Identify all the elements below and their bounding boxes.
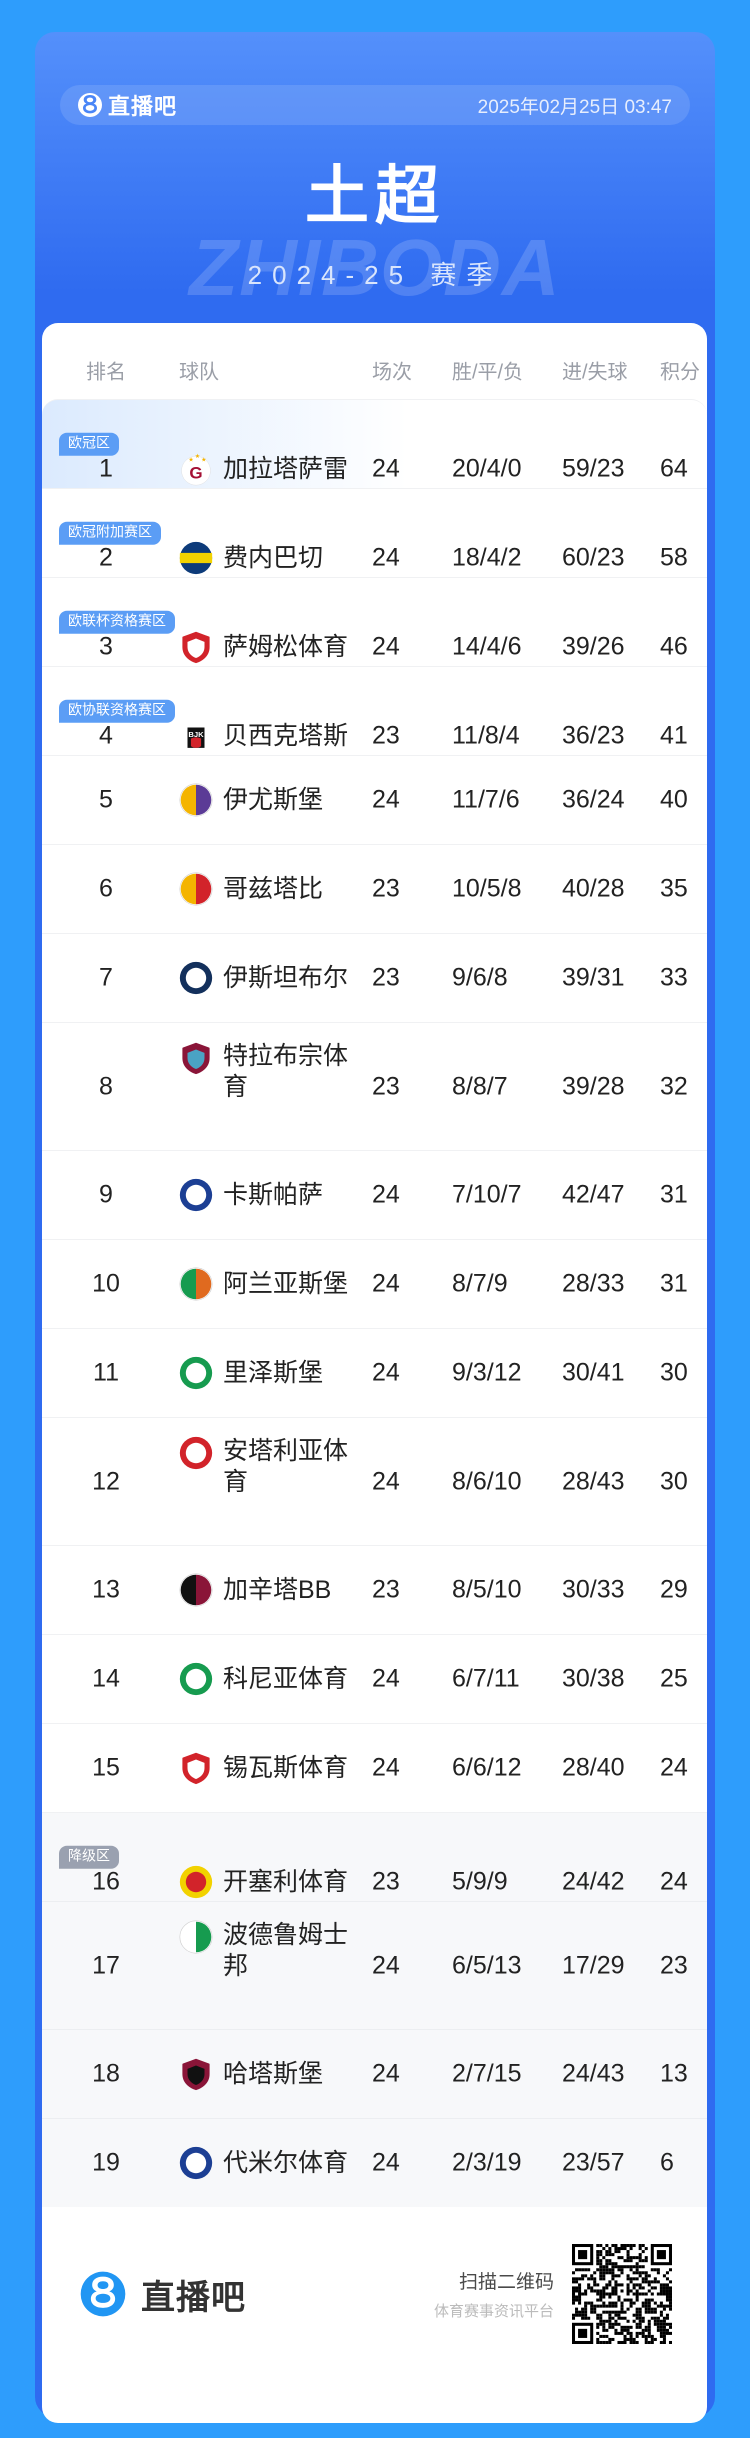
svg-text:★: ★	[188, 456, 193, 463]
svg-text:★: ★	[195, 453, 200, 460]
svg-text:★: ★	[201, 456, 206, 463]
svg-text:G: G	[189, 463, 202, 482]
